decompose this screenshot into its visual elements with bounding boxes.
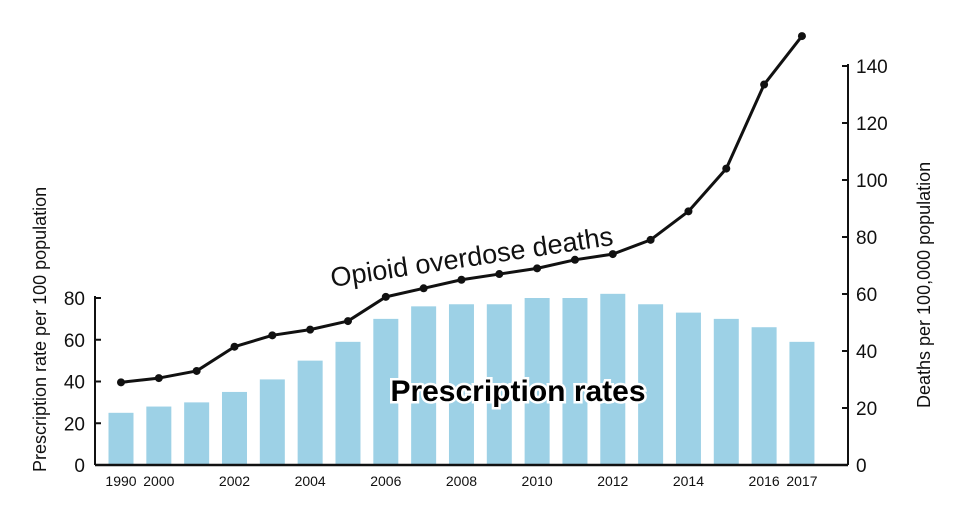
deaths-point-2010 [533,264,542,273]
x-tick-label: 2006 [370,473,401,489]
x-tick-label: 2010 [522,473,553,489]
bar-2012 [600,293,626,465]
bar-2002 [221,391,247,465]
right-tick-label: 60 [856,285,877,306]
deaths-point-2004 [306,325,315,334]
x-tick-label: 2014 [673,473,704,489]
deaths-point-2014 [684,207,693,216]
bar-2000 [146,406,172,465]
right-tick-label: 80 [856,228,877,249]
x-tick-label: 2000 [143,473,174,489]
bar-2010 [524,298,550,465]
right-tick-label: 100 [856,171,888,192]
deaths-point-2009 [495,270,504,279]
deaths-point-2013 [646,235,655,244]
x-tick-label: 2002 [219,473,250,489]
bar-2009 [486,304,512,465]
bar-2006 [373,318,399,465]
left-tick-label: 80 [64,289,85,310]
x-tick-label: 2016 [749,473,780,489]
deaths-point-2011 [570,255,579,264]
x-tick-label: 2004 [295,473,326,489]
x-tick-label: 2017 [786,473,817,489]
deaths-point-2006 [381,292,390,301]
x-tick-label: 1990 [105,473,136,489]
bar-2015 [713,318,739,465]
right-tick-label: 40 [856,342,877,363]
right-axis-label: Deaths per 100,000 population [914,162,934,408]
bar-2008 [448,304,474,465]
left-tick-label: 40 [64,373,85,394]
left-tick-label: 60 [64,331,85,352]
deaths-point-2008 [457,275,466,284]
deaths-point-2007 [419,284,428,293]
bar-2016 [751,327,777,465]
deaths-point-2016 [760,80,769,89]
left-axis-label: Prescription rate per 100 population [30,187,50,472]
series-label-prescriptions: Prescription rates [390,375,645,408]
bar-2017 [789,341,815,465]
deaths-point-2015 [722,164,731,173]
series-label-deaths: Opioid overdose deaths [328,221,614,293]
left-tick-label: 0 [74,456,85,477]
deaths-point-2003 [268,331,277,340]
bar-2013 [638,304,664,465]
deaths-point-2005 [343,317,352,326]
right-tick-label: 120 [856,114,888,135]
bar-2004 [297,360,323,465]
deaths-point-1990 [117,378,125,387]
deaths-point-2002 [230,342,239,351]
right-tick-label: 20 [856,399,877,420]
deaths-point-2017 [797,32,806,41]
deaths-point-2000 [154,374,163,383]
bar-2007 [411,306,437,465]
bar-2005 [335,341,361,465]
x-tick-label: 2008 [446,473,477,489]
bar-1990 [108,412,134,465]
right-tick-label: 140 [856,57,888,78]
deaths-point-2001 [192,366,201,375]
left-tick-label: 20 [64,414,85,435]
bar-2001 [184,402,210,465]
deaths-point-2012 [608,250,617,259]
bar-2003 [259,379,285,465]
bar-2011 [562,298,588,465]
x-tick-label: 2012 [597,473,628,489]
bar-2014 [675,312,701,465]
right-tick-label: 0 [856,456,867,477]
